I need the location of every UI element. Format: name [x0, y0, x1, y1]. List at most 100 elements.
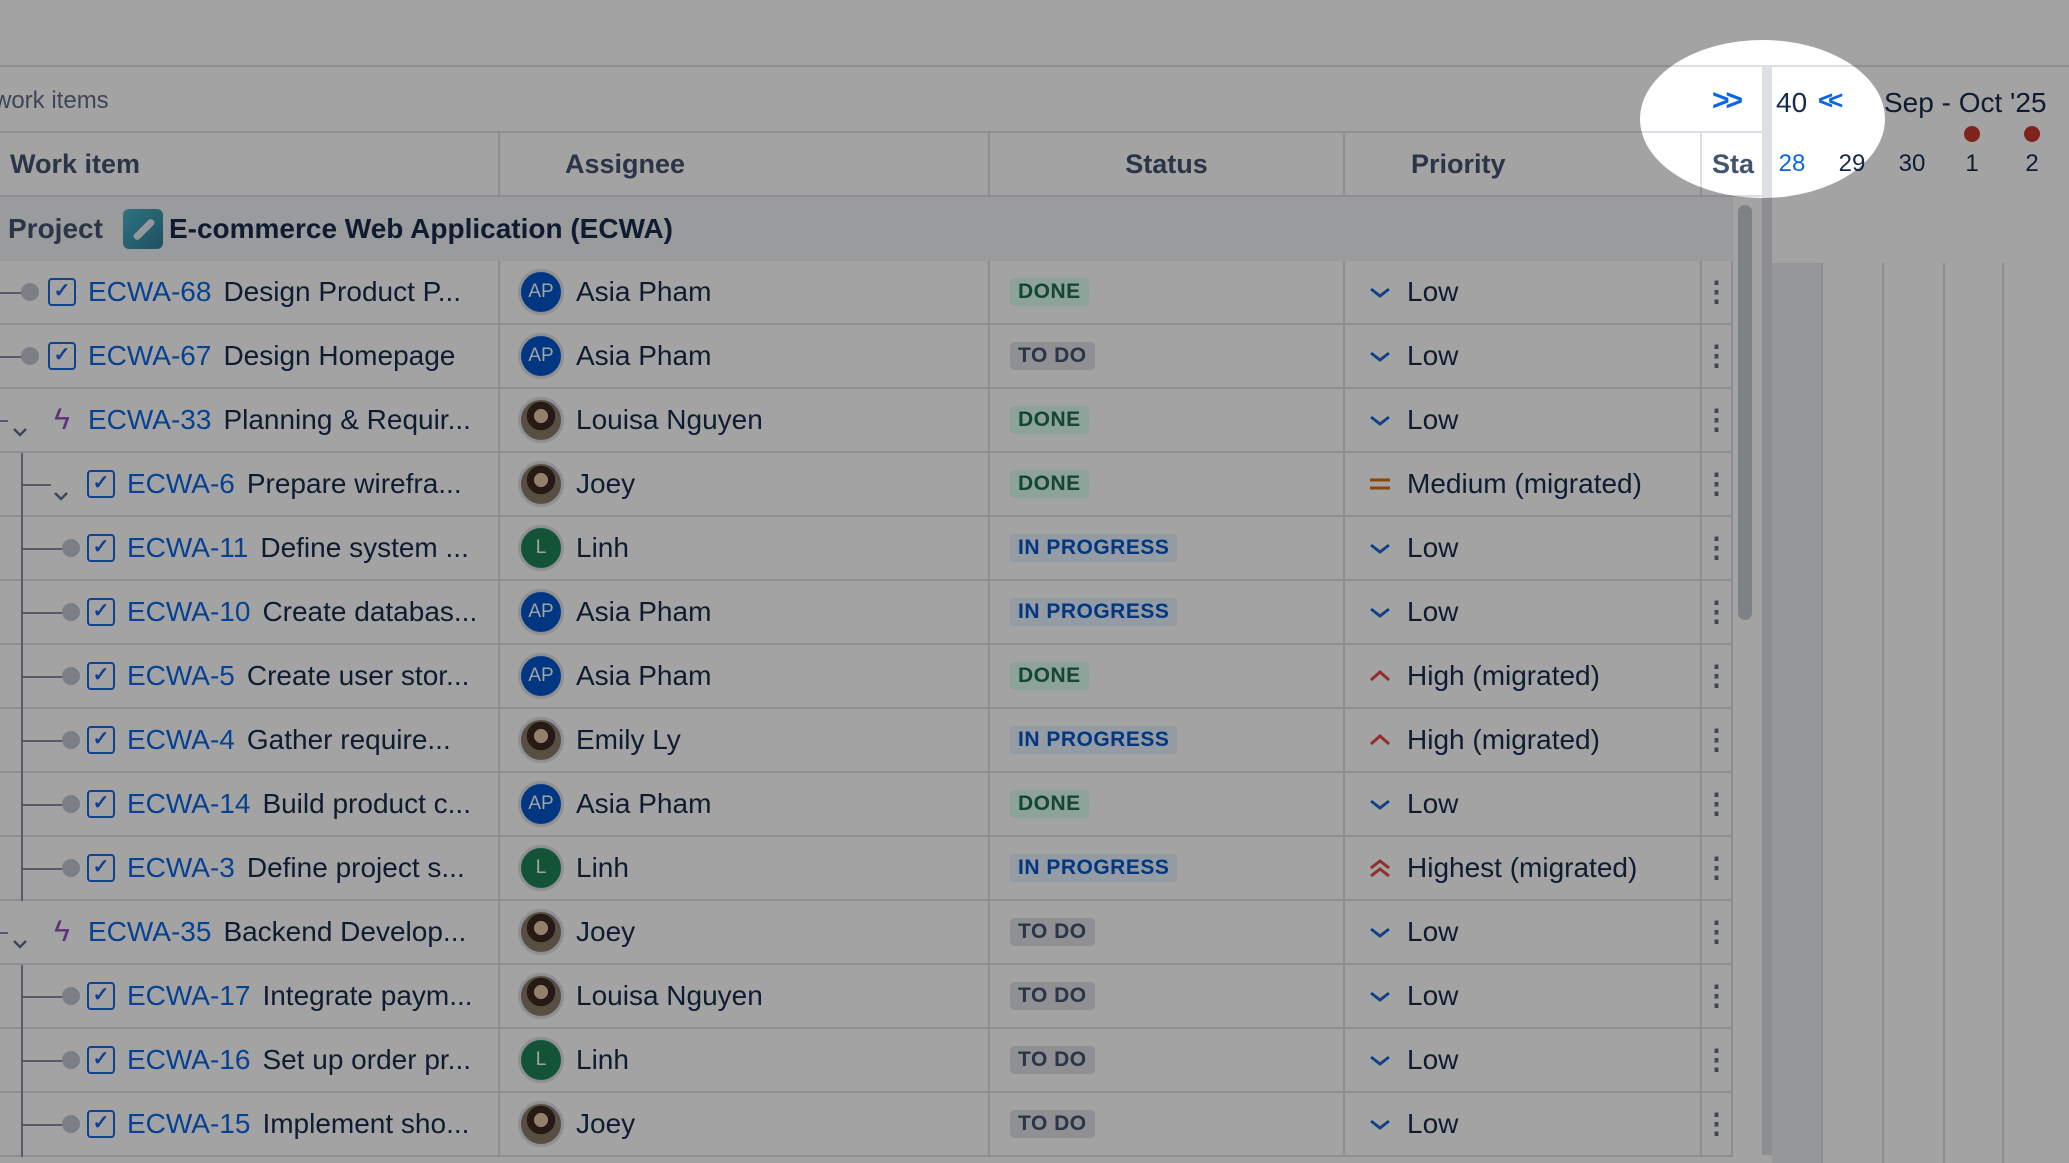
work-item-title[interactable]: Prepare wirefra...	[246, 468, 462, 499]
priority-cell[interactable]: Low	[1345, 325, 1702, 387]
status-cell[interactable]: IN PROGRESS	[990, 709, 1345, 771]
status-badge[interactable]: IN PROGRESS	[1010, 534, 1178, 562]
table-row[interactable]: ✓ ECWA-6 Prepare wirefra... Joey DONE Me…	[0, 453, 1733, 517]
row-actions-button[interactable]: ⋮	[1702, 325, 1733, 387]
work-item-title[interactable]: Create user stor...	[246, 660, 470, 691]
row-actions-button[interactable]: ⋮	[1702, 837, 1733, 899]
table-row[interactable]: ✓ ECWA-15 Implement sho... Joey TO DO Lo…	[0, 1093, 1733, 1157]
work-item-title[interactable]: Design Homepage	[223, 340, 456, 371]
assignee-cell[interactable]: Joey	[500, 453, 990, 515]
row-actions-button[interactable]: ⋮	[1702, 581, 1733, 643]
assignee-cell[interactable]: Emily Ly	[500, 709, 990, 771]
work-item-title[interactable]: Implement sho...	[262, 1108, 470, 1139]
header-status[interactable]: Status	[990, 133, 1345, 195]
status-cell[interactable]: DONE	[990, 453, 1345, 515]
row-actions-button[interactable]: ⋮	[1702, 517, 1733, 579]
status-badge[interactable]: DONE	[1010, 406, 1089, 434]
assignee-cell[interactable]: Joey	[500, 901, 990, 963]
work-item-key[interactable]: ECWA-15	[127, 1108, 251, 1139]
assignee-cell[interactable]: AP Asia Pham	[500, 261, 990, 323]
status-cell[interactable]: TO DO	[990, 965, 1345, 1027]
header-assignee[interactable]: Assignee	[500, 133, 990, 195]
header-start-date[interactable]: Sta	[1712, 149, 1755, 179]
priority-cell[interactable]: Low	[1345, 581, 1702, 643]
assignee-cell[interactable]: AP Asia Pham	[500, 773, 990, 835]
double-chevron-left-icon[interactable]: <<	[1818, 85, 1843, 115]
row-actions-button[interactable]: ⋮	[1702, 453, 1733, 515]
assignee-cell[interactable]: Louisa Nguyen	[500, 389, 990, 451]
panel-resize-divider[interactable]	[1762, 67, 1772, 1155]
status-cell[interactable]: TO DO	[990, 1029, 1345, 1091]
priority-cell[interactable]: Low	[1345, 773, 1702, 835]
status-badge[interactable]: DONE	[1010, 278, 1089, 306]
assignee-cell[interactable]: AP Asia Pham	[500, 325, 990, 387]
row-actions-button[interactable]: ⋮	[1702, 261, 1733, 323]
chevron-down-icon[interactable]	[12, 413, 28, 437]
work-item-key[interactable]: ECWA-33	[88, 404, 212, 435]
row-actions-button[interactable]: ⋮	[1702, 709, 1733, 771]
status-badge[interactable]: TO DO	[1010, 342, 1095, 370]
row-actions-button[interactable]: ⋮	[1702, 901, 1733, 963]
status-badge[interactable]: IN PROGRESS	[1010, 598, 1178, 626]
project-group-row[interactable]: Project E-commerce Web Application (ECWA…	[0, 197, 1733, 261]
priority-cell[interactable]: Low	[1345, 517, 1702, 579]
status-cell[interactable]: DONE	[990, 261, 1345, 323]
work-item-key[interactable]: ECWA-10	[127, 596, 251, 627]
status-cell[interactable]: DONE	[990, 773, 1345, 835]
work-item-key[interactable]: ECWA-11	[127, 532, 249, 563]
status-badge[interactable]: IN PROGRESS	[1010, 854, 1178, 882]
work-item-title[interactable]: Gather require...	[246, 724, 451, 755]
priority-cell[interactable]: Low	[1345, 901, 1702, 963]
status-badge[interactable]: TO DO	[1010, 1110, 1095, 1138]
table-row[interactable]: ✓ ECWA-3 Define project s... L Linh IN PR…	[0, 837, 1733, 901]
table-row[interactable]: ϟ ECWA-35 Backend Develop... Joey TO DO …	[0, 901, 1733, 965]
work-item-key[interactable]: ECWA-4	[127, 724, 235, 755]
work-item-title[interactable]: Design Product P...	[223, 276, 462, 307]
priority-cell[interactable]: High (migrated)	[1345, 645, 1702, 707]
status-badge[interactable]: TO DO	[1010, 982, 1095, 1010]
status-badge[interactable]: DONE	[1010, 470, 1089, 498]
assignee-cell[interactable]: AP Asia Pham	[500, 645, 990, 707]
table-row[interactable]: ✓ ECWA-5 Create user stor... AP Asia Pham…	[0, 645, 1733, 709]
priority-cell[interactable]: High (migrated)	[1345, 709, 1702, 771]
status-cell[interactable]: TO DO	[990, 1093, 1345, 1155]
table-row[interactable]: ✓ ECWA-11 Define system ... L Linh IN PRO…	[0, 517, 1733, 581]
status-badge[interactable]: IN PROGRESS	[1010, 726, 1178, 754]
status-cell[interactable]: IN PROGRESS	[990, 837, 1345, 899]
status-badge[interactable]: DONE	[1010, 790, 1089, 818]
table-row[interactable]: ✓ ECWA-10 Create databas... AP Asia Pham …	[0, 581, 1733, 645]
vertical-scrollbar[interactable]	[1738, 205, 1752, 620]
row-actions-button[interactable]: ⋮	[1702, 389, 1733, 451]
work-item-key[interactable]: ECWA-17	[127, 980, 251, 1011]
row-actions-button[interactable]: ⋮	[1702, 965, 1733, 1027]
priority-cell[interactable]: Highest (migrated)	[1345, 837, 1702, 899]
work-item-title[interactable]: Backend Develop...	[223, 916, 467, 947]
row-actions-button[interactable]: ⋮	[1702, 645, 1733, 707]
work-item-title[interactable]: Create databas...	[262, 596, 478, 627]
status-badge[interactable]: TO DO	[1010, 918, 1095, 946]
assignee-cell[interactable]: AP Asia Pham	[500, 581, 990, 643]
work-item-key[interactable]: ECWA-35	[88, 916, 212, 947]
status-cell[interactable]: DONE	[990, 389, 1345, 451]
priority-cell[interactable]: Low	[1345, 965, 1702, 1027]
work-item-key[interactable]: ECWA-67	[88, 340, 212, 371]
chevron-down-icon[interactable]	[12, 925, 28, 949]
table-row[interactable]: ✓ ECWA-14 Build product c... AP Asia Pham…	[0, 773, 1733, 837]
work-item-title[interactable]: Define system ...	[260, 532, 469, 563]
priority-cell[interactable]: Low	[1345, 1093, 1702, 1155]
status-cell[interactable]: IN PROGRESS	[990, 581, 1345, 643]
assignee-cell[interactable]: L Linh	[500, 837, 990, 899]
work-item-key[interactable]: ECWA-5	[127, 660, 235, 691]
work-item-key[interactable]: ECWA-68	[88, 276, 212, 307]
assignee-cell[interactable]: Joey	[500, 1093, 990, 1155]
chevron-down-icon[interactable]	[53, 477, 69, 501]
status-cell[interactable]: TO DO	[990, 325, 1345, 387]
table-row[interactable]: ✓ ECWA-67 Design Homepage AP Asia Pham TO…	[0, 325, 1733, 389]
status-cell[interactable]: IN PROGRESS	[990, 517, 1345, 579]
work-item-title[interactable]: Integrate paym...	[262, 980, 473, 1011]
priority-cell[interactable]: Low	[1345, 261, 1702, 323]
assignee-cell[interactable]: Louisa Nguyen	[500, 965, 990, 1027]
work-item-key[interactable]: ECWA-14	[127, 788, 251, 819]
status-cell[interactable]: DONE	[990, 645, 1345, 707]
work-item-title[interactable]: Set up order pr...	[262, 1044, 472, 1075]
